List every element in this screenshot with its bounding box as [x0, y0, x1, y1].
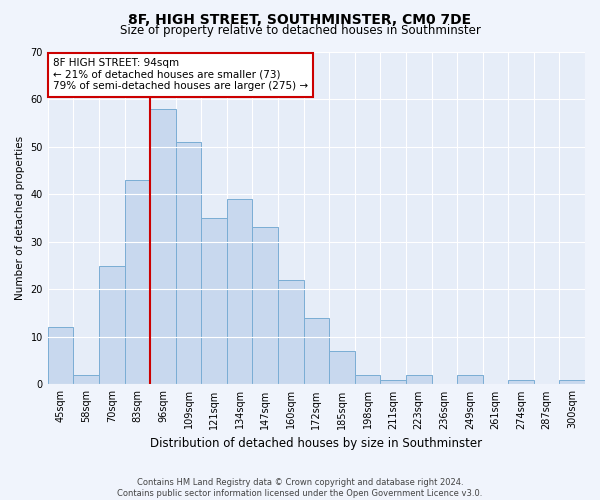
Bar	[406, 375, 431, 384]
Bar	[508, 380, 534, 384]
Bar	[176, 142, 201, 384]
Text: Size of property relative to detached houses in Southminster: Size of property relative to detached ho…	[119, 24, 481, 37]
Bar	[150, 108, 176, 384]
Bar	[253, 228, 278, 384]
Bar	[278, 280, 304, 384]
Bar	[355, 375, 380, 384]
Bar	[559, 380, 585, 384]
Bar	[457, 375, 482, 384]
Bar	[380, 380, 406, 384]
Text: Contains HM Land Registry data © Crown copyright and database right 2024.
Contai: Contains HM Land Registry data © Crown c…	[118, 478, 482, 498]
Bar	[99, 266, 125, 384]
Bar	[125, 180, 150, 384]
Bar	[48, 328, 73, 384]
Bar	[304, 318, 329, 384]
Text: 8F, HIGH STREET, SOUTHMINSTER, CM0 7DE: 8F, HIGH STREET, SOUTHMINSTER, CM0 7DE	[128, 12, 472, 26]
Bar	[329, 351, 355, 384]
Bar	[227, 199, 253, 384]
Text: 8F HIGH STREET: 94sqm
← 21% of detached houses are smaller (73)
79% of semi-deta: 8F HIGH STREET: 94sqm ← 21% of detached …	[53, 58, 308, 92]
X-axis label: Distribution of detached houses by size in Southminster: Distribution of detached houses by size …	[151, 437, 482, 450]
Y-axis label: Number of detached properties: Number of detached properties	[15, 136, 25, 300]
Bar	[73, 375, 99, 384]
Bar	[201, 218, 227, 384]
